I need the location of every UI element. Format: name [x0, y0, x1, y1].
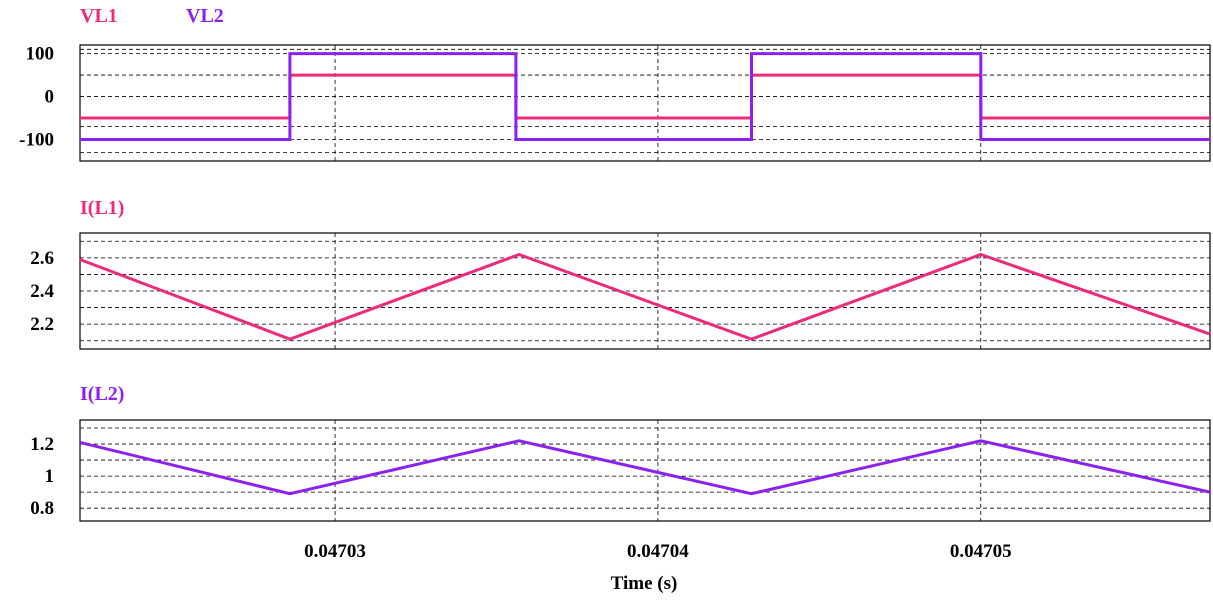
legend-vl1: VL1	[80, 5, 118, 27]
y-tick-label: 2.4	[30, 281, 54, 302]
y-tick-label: 2.2	[30, 314, 54, 335]
x-tick-label: 0.04703	[304, 541, 366, 562]
plot-frame	[79, 232, 1211, 350]
plot-frame	[79, 419, 1211, 522]
x-axis-label: Time (s)	[611, 573, 678, 594]
series-il1	[79, 252, 1211, 341]
y-tick-label: 100	[26, 44, 55, 65]
series-vl2	[80, 52, 1210, 141]
il1-panel: 2.6 2.4 2.2	[30, 232, 1211, 350]
legend-il1: I(L1)	[80, 197, 124, 219]
y-tick-label: 0.8	[30, 498, 54, 519]
series-il2	[79, 439, 1211, 496]
voltage-panel: 100 0 -100	[19, 44, 1211, 162]
plot-frame	[79, 44, 1211, 162]
legend-vl2: VL2	[186, 5, 224, 27]
y-tick-label: 2.6	[30, 248, 54, 269]
legend-il2: I(L2)	[80, 383, 124, 405]
y-tick-label: -100	[19, 130, 54, 151]
y-tick-label: 1	[45, 466, 55, 487]
il2-panel: 1.2 1 0.8 0.04703 0.04704 0.04705	[30, 419, 1211, 562]
y-tick-label: 1.2	[30, 434, 54, 455]
x-tick-label: 0.04705	[950, 541, 1012, 562]
y-tick-label: 0	[45, 87, 55, 108]
x-tick-label: 0.04704	[627, 541, 689, 562]
